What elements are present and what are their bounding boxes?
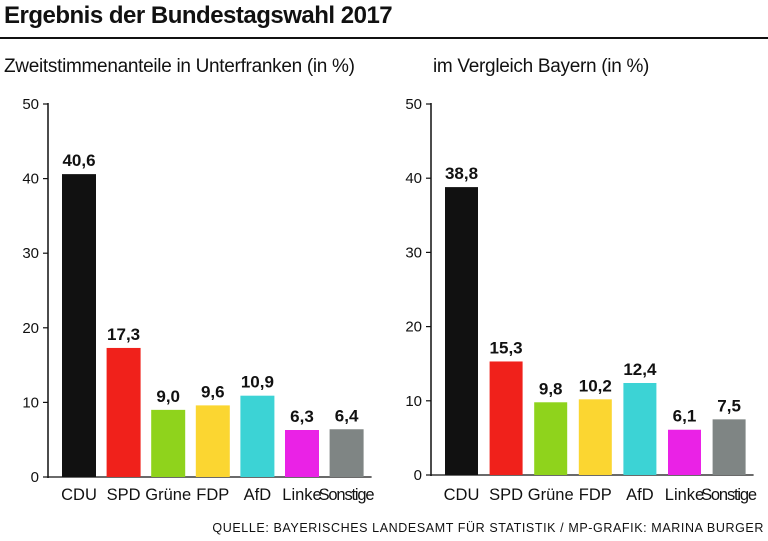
- value-label-bayern: 7,5: [717, 396, 741, 415]
- y-tick-label-bayern: 50: [405, 96, 422, 113]
- value-label-bayern: 9,8: [539, 379, 563, 398]
- value-label-bayern: 38,8: [445, 164, 478, 183]
- y-tick-label-unterfranken: 20: [22, 320, 39, 337]
- bar-bayern: [712, 419, 746, 475]
- bar-bayern: [534, 402, 568, 475]
- bar-unterfranken: [240, 395, 275, 477]
- y-tick-label-unterfranken: 40: [22, 171, 39, 188]
- bar-unterfranken: [62, 174, 96, 477]
- value-label-unterfranken: 6,3: [290, 407, 314, 426]
- y-tick-label-unterfranken: 10: [22, 394, 39, 411]
- value-label-bayern: 6,1: [673, 407, 697, 426]
- category-label-bayern: Linke: [665, 486, 704, 504]
- category-label-unterfranken: AfD: [244, 486, 272, 504]
- bar-unterfranken: [151, 409, 186, 477]
- value-label-unterfranken: 10,9: [241, 373, 274, 392]
- bar-bayern: [489, 361, 523, 475]
- category-label-unterfranken: Sonstige: [319, 486, 375, 504]
- value-label-bayern: 12,4: [623, 360, 657, 379]
- bar-bayern: [578, 399, 612, 475]
- category-label-bayern: CDU: [444, 486, 480, 504]
- bar-bayern: [445, 187, 478, 475]
- y-tick-label-unterfranken: 30: [22, 245, 39, 262]
- category-label-unterfranken: FDP: [196, 486, 229, 504]
- value-label-unterfranken: 9,0: [156, 387, 180, 406]
- page-title: Ergebnis der Bundestagswahl 2017: [4, 2, 393, 29]
- y-tick-label-bayern: 10: [405, 393, 422, 410]
- value-label-unterfranken: 6,4: [335, 406, 359, 425]
- value-label-bayern: 15,3: [490, 338, 523, 357]
- bar-unterfranken: [285, 430, 319, 477]
- category-label-bayern: FDP: [579, 486, 612, 504]
- category-label-bayern: Grüne: [528, 486, 574, 504]
- category-label-unterfranken: SPD: [107, 486, 141, 504]
- bar-bayern: [623, 382, 657, 475]
- category-label-unterfranken: Grüne: [145, 486, 191, 504]
- bar-bayern: [668, 429, 701, 475]
- category-label-unterfranken: CDU: [61, 486, 97, 504]
- y-tick-label-bayern: 20: [405, 319, 422, 336]
- bar-unterfranken: [106, 347, 141, 477]
- category-label-unterfranken: Linke: [282, 486, 321, 504]
- category-label-bayern: Sonstige: [701, 486, 757, 504]
- y-tick-label-bayern: 40: [405, 170, 422, 187]
- category-label-bayern: AfD: [626, 486, 654, 504]
- chart-title-bayern: im Vergleich Bayern (in %): [433, 56, 650, 77]
- value-label-bayern: 10,2: [579, 376, 612, 395]
- value-label-unterfranken: 17,3: [107, 325, 140, 344]
- category-label-bayern: SPD: [489, 486, 523, 504]
- y-tick-label-unterfranken: 0: [31, 469, 39, 486]
- y-tick-label-bayern: 30: [405, 244, 422, 261]
- value-label-unterfranken: 40,6: [62, 151, 95, 170]
- bar-unterfranken: [329, 429, 364, 477]
- y-tick-label-unterfranken: 50: [22, 96, 39, 113]
- source-credit: QUELLE: BAYERISCHES LANDESAMT FÜR STATIS…: [212, 521, 764, 535]
- chart-title-unterfranken: Zweitstimmenanteile in Unterfranken (in …: [4, 56, 355, 77]
- title-divider: [0, 37, 768, 39]
- bar-unterfranken: [195, 405, 230, 477]
- y-tick-label-bayern: 0: [414, 467, 422, 484]
- value-label-unterfranken: 9,6: [201, 382, 225, 401]
